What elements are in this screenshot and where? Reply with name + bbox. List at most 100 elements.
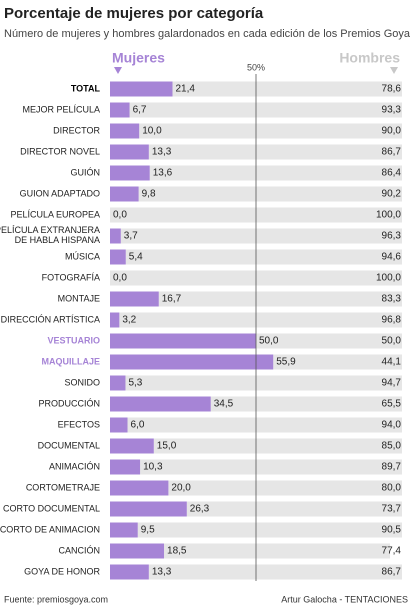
value-label: 15,0 (157, 441, 177, 452)
bar-men (119, 312, 403, 328)
bar-men (210, 396, 402, 412)
category-label: DIRECTOR NOVEL (20, 146, 100, 156)
bar-men (140, 459, 403, 475)
legend-label: Mujeres (112, 50, 165, 66)
bar-men (153, 438, 402, 454)
category-label: GUION ADAPTADO (20, 188, 100, 198)
bar-women (110, 144, 149, 160)
bar-men (125, 375, 402, 391)
value-label: 85,0 (382, 441, 402, 452)
bar-women (110, 417, 128, 433)
value-label: 77,4 (382, 546, 402, 557)
value-label: 3,7 (124, 231, 138, 242)
bar-women (110, 564, 149, 580)
bar-men (139, 123, 402, 139)
value-label: 90,0 (382, 126, 402, 137)
chart-subtitle: Número de mujeres y hombres galardonados… (4, 28, 411, 40)
bar-men (125, 249, 402, 265)
bar-men (127, 417, 403, 433)
value-label: 94,7 (382, 378, 402, 389)
value-label: 86,4 (382, 168, 402, 179)
category-label: CORTO DOCUMENTAL (3, 503, 100, 513)
value-label: 3,2 (122, 315, 136, 326)
category-label: DIRECCIÓN ARTÍSTICA (1, 314, 100, 324)
bar-men (149, 165, 402, 181)
value-label: 78,6 (382, 84, 402, 95)
value-label: 21,4 (175, 84, 195, 95)
value-label: 6,0 (131, 420, 145, 431)
value-label: 100,0 (376, 210, 401, 221)
value-label: 9,8 (142, 189, 156, 200)
value-label: 5,4 (129, 252, 143, 263)
bar-men (137, 522, 403, 538)
bar-men (168, 480, 402, 496)
bar-women (110, 228, 121, 244)
value-label: 94,0 (382, 420, 402, 431)
value-label: 50,0 (259, 336, 279, 347)
bar-women (110, 375, 126, 391)
value-label: 65,5 (382, 399, 402, 410)
category-label: ANIMACIÓN (49, 461, 100, 471)
value-label: 55,9 (276, 357, 296, 368)
bar-women (110, 249, 126, 265)
value-label: 93,3 (382, 105, 402, 116)
value-label: 86,7 (382, 147, 402, 158)
category-label: DIRECTOR (53, 125, 100, 135)
category-label: MÚSICA (65, 251, 100, 261)
value-label: 94,6 (382, 252, 402, 263)
value-label: 0,0 (113, 210, 127, 221)
category-label: DOCUMENTAL (38, 440, 100, 450)
bar-men (172, 81, 402, 97)
chart-title: Porcentaje de mujeres por categoría (4, 5, 264, 22)
value-label: 0,0 (113, 273, 127, 284)
value-label: 86,7 (382, 567, 402, 578)
category-label: PELÍCULA EUROPEA (10, 209, 100, 219)
bar-men (158, 291, 402, 307)
value-label: 100,0 (376, 273, 401, 284)
category-label: CANCIÓN (58, 545, 100, 555)
category-label: CORTOMETRAJE (26, 482, 100, 492)
value-label: 89,7 (382, 462, 402, 473)
bar-women (110, 501, 187, 517)
x-tick-label: 50% (247, 62, 265, 72)
value-label: 13,3 (152, 567, 172, 578)
category-label: PRODUCCIÓN (38, 398, 100, 408)
category-label: GUIÓN (70, 167, 100, 177)
value-label: 96,8 (382, 315, 402, 326)
bar-women (110, 186, 139, 202)
value-label: 18,5 (167, 546, 187, 557)
bar-women (110, 543, 165, 559)
value-label: 10,0 (142, 126, 162, 137)
bar-men (164, 543, 391, 559)
category-label: FOTOGRAFÍA (42, 272, 100, 282)
category-label: MONTAJE (58, 293, 100, 303)
value-label: 73,7 (382, 504, 402, 515)
bar-women (110, 291, 159, 307)
value-label: 90,5 (382, 525, 402, 536)
bar-women (110, 354, 274, 370)
category-label: MEJOR PELÍCULA (22, 104, 100, 114)
value-label: 80,0 (382, 483, 402, 494)
bar-women (110, 312, 120, 328)
legend-label: Hombres (339, 50, 400, 66)
bar-men (148, 144, 402, 160)
legend-marker (114, 67, 122, 74)
value-label: 34,5 (214, 399, 234, 410)
category-label: GOYA DE HONOR (24, 566, 100, 576)
bar-women (110, 480, 169, 496)
category-label: MAQUILLAJE (42, 356, 101, 366)
bar-women (110, 123, 140, 139)
value-label: 90,2 (382, 189, 402, 200)
value-label: 83,3 (382, 294, 402, 305)
bar-men (186, 501, 402, 517)
category-label: EFECTOS (58, 419, 100, 429)
bar-women (110, 438, 154, 454)
value-label: 5,3 (128, 378, 142, 389)
bar-men (138, 186, 402, 202)
value-label: 20,0 (171, 483, 191, 494)
bar-women (110, 459, 141, 475)
value-label: 50,0 (382, 336, 402, 347)
value-label: 9,5 (141, 525, 155, 536)
credit: Artur Galocha - TENTACIONES (281, 594, 408, 604)
bar-women (110, 396, 211, 412)
